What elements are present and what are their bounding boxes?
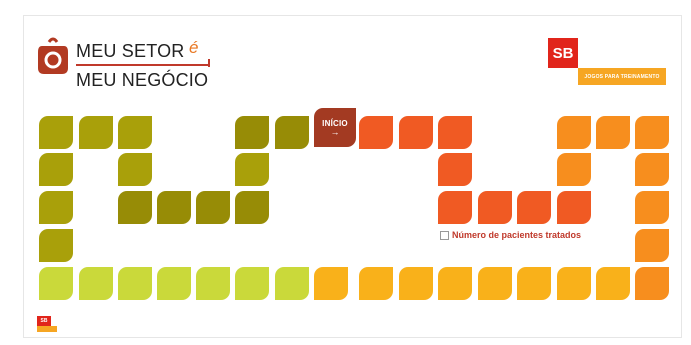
board-square[interactable] <box>118 116 152 149</box>
start-square[interactable]: INÍCIO → <box>314 108 356 147</box>
board-square[interactable] <box>79 116 113 149</box>
board-square[interactable] <box>235 116 269 149</box>
board-square[interactable] <box>235 153 269 186</box>
legend-checkbox[interactable] <box>440 230 449 240</box>
arrow-right-icon: → <box>330 127 340 137</box>
legend: Número de pacientes tratados <box>440 230 581 240</box>
board-square[interactable] <box>557 153 591 186</box>
board-square[interactable] <box>275 267 309 300</box>
board-square[interactable] <box>596 116 630 149</box>
legend-label: Número de pacientes tratados <box>452 230 582 240</box>
board-square[interactable] <box>438 267 472 300</box>
board-square[interactable] <box>438 153 472 186</box>
footer-banner <box>37 326 57 332</box>
board-square[interactable] <box>235 191 269 224</box>
board-square[interactable] <box>196 191 230 224</box>
board-square[interactable] <box>438 116 472 149</box>
board-square[interactable] <box>359 267 393 300</box>
board-square[interactable] <box>399 116 433 149</box>
board-square[interactable] <box>399 267 433 300</box>
title-divider-tick <box>208 59 210 67</box>
board-square[interactable] <box>635 116 669 149</box>
board-square[interactable] <box>557 116 591 149</box>
board-square[interactable] <box>438 191 472 224</box>
board-square[interactable] <box>118 153 152 186</box>
bag-icon <box>38 37 68 74</box>
board-square[interactable] <box>275 116 309 149</box>
board-square[interactable] <box>517 191 551 224</box>
start-label: INÍCIO <box>322 119 348 128</box>
brand-banner: JOGOS PARA TREINAMENTO <box>578 68 666 85</box>
board-square[interactable] <box>635 267 669 300</box>
board-square[interactable] <box>557 191 591 224</box>
board-square[interactable] <box>157 191 191 224</box>
board-square[interactable] <box>635 191 669 224</box>
title-accent: é <box>189 38 199 57</box>
title-divider <box>76 64 210 66</box>
board-square[interactable] <box>118 267 152 300</box>
board-square[interactable] <box>79 267 113 300</box>
brand-badge: SB <box>548 38 578 68</box>
board-square[interactable] <box>596 267 630 300</box>
board-square[interactable] <box>39 153 73 186</box>
board-square[interactable] <box>39 116 73 149</box>
board-square[interactable] <box>157 267 191 300</box>
board-square[interactable] <box>635 153 669 186</box>
footer-badge: SB <box>37 316 51 326</box>
board-square[interactable] <box>118 191 152 224</box>
board-square[interactable] <box>196 267 230 300</box>
page-title-line1: MEU SETOR <box>76 41 185 61</box>
board-square[interactable] <box>39 191 73 224</box>
board-square[interactable] <box>235 267 269 300</box>
board-square[interactable] <box>635 229 669 262</box>
board-square[interactable] <box>359 116 393 149</box>
board-square[interactable] <box>314 267 348 300</box>
board-square[interactable] <box>39 229 73 262</box>
page-title-line2: MEU NEGÓCIO <box>76 70 209 90</box>
board-square[interactable] <box>39 267 73 300</box>
board-square[interactable] <box>478 267 512 300</box>
board-square[interactable] <box>517 267 551 300</box>
board-square[interactable] <box>557 267 591 300</box>
board-square[interactable] <box>478 191 512 224</box>
